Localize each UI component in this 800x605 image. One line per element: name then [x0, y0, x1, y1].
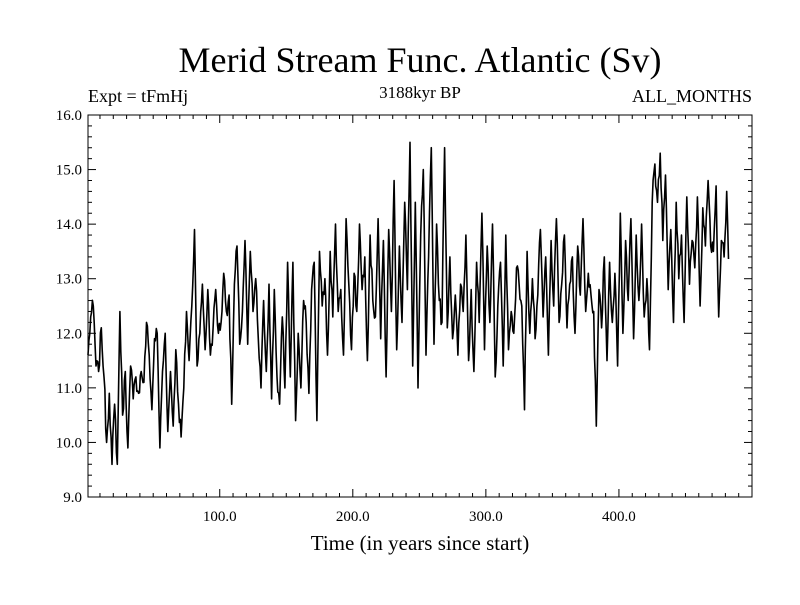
y-tick-label: 9.0	[63, 490, 82, 506]
x-tick-label: 300.0	[469, 509, 503, 525]
y-tick-label: 15.0	[56, 163, 82, 179]
x-tick-label: 200.0	[336, 509, 370, 525]
y-tick-label: 12.0	[56, 326, 82, 342]
x-tick-label: 100.0	[203, 509, 237, 525]
x-tick-label: 400.0	[602, 509, 636, 525]
chart-subtitle: 3188kyr BP	[379, 83, 461, 102]
plot-frame	[87, 114, 753, 498]
x-axis-label: Time (in years since start)	[311, 531, 530, 555]
months-label: ALL_MONTHS	[632, 86, 752, 106]
chart-title: Merid Stream Func. Atlantic (Sv)	[179, 40, 662, 80]
y-tick-label: 13.0	[56, 272, 82, 288]
y-tick-label: 14.0	[56, 217, 82, 233]
x-axis: 100.0 200.0 300.0 400.0	[99, 115, 740, 525]
y-tick-label: 10.0	[56, 435, 82, 451]
experiment-label: Expt = tFmHj	[88, 86, 188, 106]
y-tick-label: 16.0	[56, 108, 82, 124]
y-tick-label: 11.0	[56, 381, 82, 397]
y-axis: 9.0 10.0 11.0 12.0 13.0 14.0 15.0 16.0	[56, 108, 752, 506]
series-line	[87, 141, 730, 466]
